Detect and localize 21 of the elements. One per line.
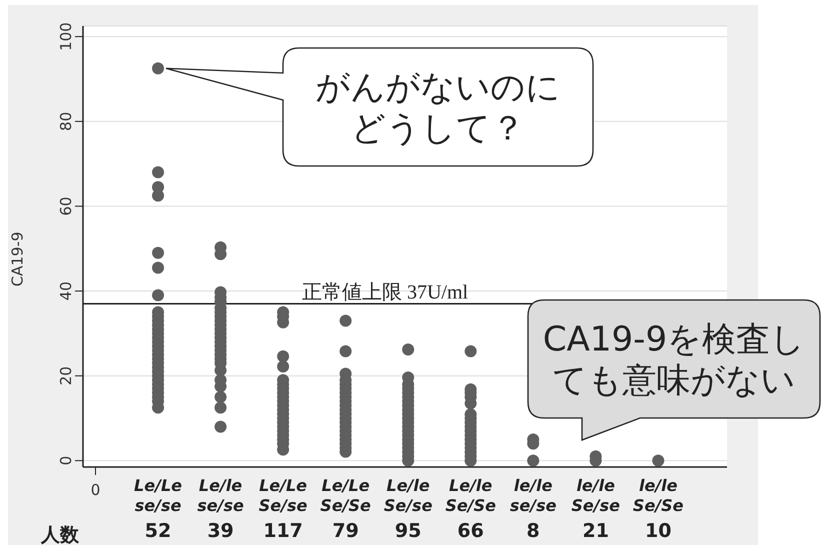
y-tick-label: 100: [57, 22, 75, 51]
x-tick-label: Le/le se/se 39: [197, 476, 244, 542]
ref-line-label: 正常値上限 37U/ml: [302, 282, 468, 304]
annotation: がんがないのにどうして？: [316, 68, 560, 148]
text: 人数: [40, 524, 80, 546]
y-tick-label: 80: [57, 112, 75, 131]
x-tick-label: le/le se/se 8: [510, 476, 557, 542]
y-tick-label: 40: [57, 281, 75, 301]
x-tick-label: Le/le Se/Se 66: [445, 476, 496, 542]
x-tick-label: Le/le Se/se 95: [384, 476, 433, 542]
y-tick-label: 0: [57, 456, 75, 466]
x-tick-label: le/le Se/Se 10: [632, 476, 684, 542]
x-tick-label: le/le Se/se 21: [571, 476, 620, 542]
text: 0: [90, 481, 100, 499]
y-tick-label: 60: [57, 196, 75, 216]
y-tick-label: 20: [57, 366, 75, 386]
x-tick-label: Le/Le Se/Se 79: [320, 476, 372, 542]
x-tick-label: Le/Le se/se 52: [134, 476, 182, 542]
annotation: CA19-9を検査しても意味がない: [542, 320, 806, 400]
x-tick-label: Le/Le Se/se 117: [258, 476, 308, 542]
y-axis-title: CA19-9: [8, 232, 26, 286]
